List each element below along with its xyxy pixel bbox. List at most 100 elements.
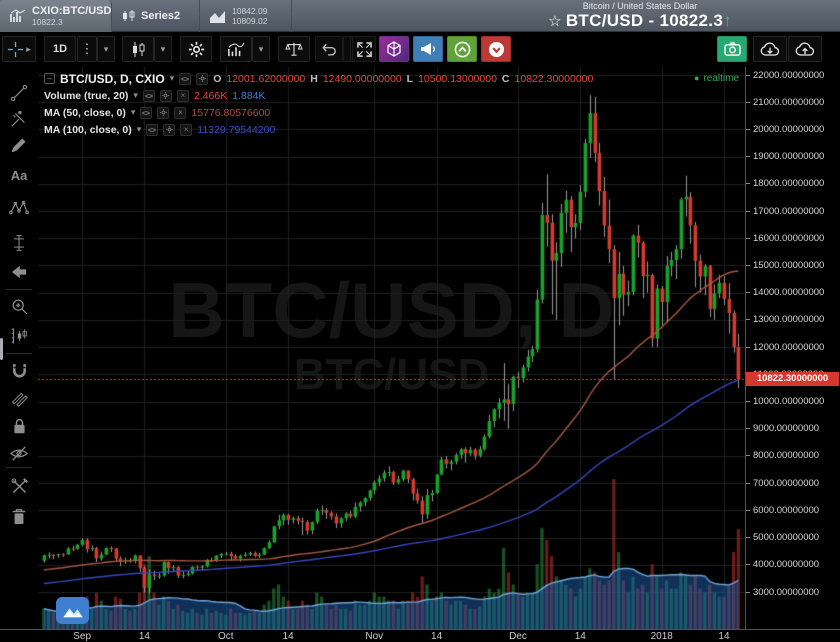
gear-icon: [165, 126, 173, 133]
symbol-long-name: Bitcoin / United States Dollar: [582, 1, 698, 11]
magnet-mode-tool[interactable]: [8, 360, 30, 382]
price-axis-label: 20000.00000000: [753, 123, 825, 135]
price-axis-tick: [746, 101, 750, 103]
candlestick-style-icon: [132, 41, 144, 57]
indicators-dropdown-button[interactable]: ▾: [252, 36, 270, 62]
price-axis-tick: [746, 74, 750, 76]
toggle-visibility-button[interactable]: [179, 72, 192, 85]
cube-3d-icon: [387, 41, 401, 57]
time-axis-label: 14: [431, 631, 443, 642]
forecast-icon: [14, 235, 24, 251]
alerts-button[interactable]: [413, 36, 443, 62]
lock-drawings-tool[interactable]: [8, 415, 30, 437]
price-axis-label: 18000.00000000: [753, 178, 825, 190]
gear-icon: [162, 92, 170, 99]
time-axis[interactable]: Sep 14 Oct 14 Nov 14 Dec 14 2018 14: [0, 629, 840, 642]
volume-ma-value: 1.884K: [232, 89, 266, 102]
chart-style-dropdown-button[interactable]: ▾: [154, 36, 172, 62]
more-dots-icon: ⋮: [80, 41, 94, 56]
compare-button[interactable]: [278, 36, 310, 62]
legend-ma50-row: MA (50, close, 0) ▾ × 15776.80576600: [44, 104, 593, 121]
interval-more-button[interactable]: ⋮: [77, 36, 97, 62]
drawing-toolbar: Aa: [0, 67, 38, 642]
zoom-in-tool[interactable]: [8, 295, 30, 317]
price-axis-tick: [746, 537, 750, 539]
remove-study-button[interactable]: ×: [174, 106, 187, 119]
arrow-tool[interactable]: [8, 261, 30, 283]
favorite-star-icon[interactable]: ☆: [548, 13, 562, 30]
toggle-visibility-button[interactable]: [140, 106, 153, 119]
price-axis-tick: [746, 319, 750, 321]
megaphone-icon: [421, 43, 435, 55]
undo-button[interactable]: [315, 36, 343, 62]
open-value: 12001.62000000: [226, 72, 306, 85]
hide-drawings-tool[interactable]: [8, 442, 30, 464]
realtime-label: realtime: [703, 73, 740, 84]
tab-value-2: 10809.02: [232, 16, 268, 26]
crosshair-mode-button[interactable]: ▸: [2, 36, 36, 62]
ma100-study-title[interactable]: MA (100, close, 0): [44, 123, 132, 136]
save-chart-button[interactable]: [788, 36, 822, 62]
chevron-down-icon: ▾: [160, 43, 166, 54]
chart-provider-logo[interactable]: [56, 597, 89, 624]
series-title[interactable]: BTC/USD, D, CXIO: [60, 71, 165, 86]
settings-button[interactable]: [180, 36, 212, 62]
remove-study-button[interactable]: ×: [180, 123, 193, 136]
fullscreen-button2[interactable]: [352, 36, 376, 62]
snapshot-button[interactable]: [717, 36, 747, 62]
price-axis-label: 6000.00000000: [753, 504, 820, 516]
last-price-tag: 10822.30000000: [746, 372, 839, 387]
interval-dropdown-button[interactable]: ▾: [97, 36, 115, 62]
legend-main-row: – BTC/USD, D, CXIO ▾ O 12001.62000000 H …: [44, 70, 593, 87]
tab-series2[interactable]: Series2: [112, 0, 200, 32]
pattern-tool[interactable]: [8, 197, 30, 219]
trend-line-tool[interactable]: [8, 82, 30, 104]
pitchfork-tool[interactable]: [8, 108, 30, 130]
price-chart-canvas[interactable]: [38, 67, 745, 629]
high-value: 12490.00000000: [322, 72, 402, 85]
load-chart-button[interactable]: [753, 36, 787, 62]
mountain-logo-icon: [62, 607, 83, 617]
price-axis-tick: [746, 210, 750, 212]
brush-tool[interactable]: [8, 134, 30, 156]
buy-button[interactable]: [447, 36, 477, 62]
prediction-tool[interactable]: [8, 232, 30, 254]
study-settings-button[interactable]: [157, 106, 170, 119]
price-axis-tick: [746, 346, 750, 348]
price-axis-label: 7000.00000000: [753, 477, 820, 489]
top-tab-bar: CXIO:BTC/USD 10822.3 Series2 10842.09 10…: [0, 0, 840, 32]
study-settings-button[interactable]: [163, 123, 176, 136]
object-tree-tool[interactable]: [8, 475, 30, 497]
crossed-tools-icon: [10, 477, 28, 493]
eye-icon: [142, 110, 151, 115]
chevron-down-icon: ▾: [169, 73, 175, 83]
price-axis-tick: [746, 183, 750, 185]
series-settings-button[interactable]: [196, 72, 209, 85]
tab-series3[interactable]: 10842.09 10809.02: [200, 0, 292, 32]
sell-button[interactable]: [481, 36, 511, 62]
indicators-button[interactable]: [220, 36, 252, 62]
collapse-legend-button[interactable]: –: [44, 73, 55, 84]
toggle-visibility-button[interactable]: [142, 89, 155, 102]
text-tool[interactable]: Aa: [8, 164, 30, 186]
tab-cxio-btcusd[interactable]: CXIO:BTC/USD 10822.3: [0, 0, 112, 32]
price-axis-label: 8000.00000000: [753, 450, 820, 462]
interval-button[interactable]: 1D: [44, 36, 76, 62]
drawing-mode-tool[interactable]: [8, 387, 30, 409]
objects-tree-button[interactable]: [379, 36, 409, 62]
measure-bars-tool[interactable]: [8, 325, 30, 347]
volume-study-title[interactable]: Volume (true, 20): [44, 89, 129, 102]
price-axis-label: 3000.00000000: [753, 586, 820, 598]
price-axis[interactable]: 22000.00000000 21000.00000000 20000.000000…: [745, 67, 840, 629]
remove-drawings-tool[interactable]: [8, 505, 30, 527]
price-axis-label: 14000.00000000: [753, 287, 825, 299]
chevron-down-icon: ▾: [258, 43, 264, 54]
ma50-study-title[interactable]: MA (50, close, 0): [44, 106, 126, 119]
study-settings-button[interactable]: [159, 89, 172, 102]
toggle-visibility-button[interactable]: [146, 123, 159, 136]
remove-study-button[interactable]: ×: [176, 89, 189, 102]
chart-style-button[interactable]: [122, 36, 154, 62]
price-axis-tick: [746, 156, 750, 158]
candles-icon: [123, 10, 135, 21]
scrollbar-thumb[interactable]: [0, 338, 3, 360]
